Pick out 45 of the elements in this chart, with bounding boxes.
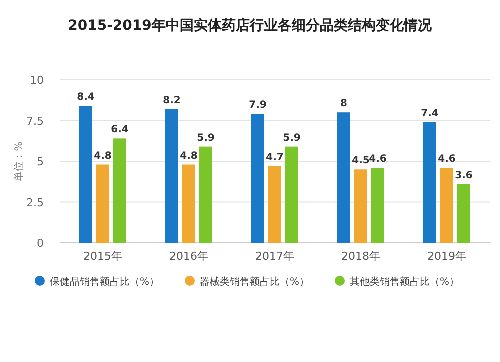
- data-label: 4.8: [94, 150, 112, 162]
- bar: [182, 164, 196, 243]
- legend-label: 保健品销售额占比（%）: [50, 276, 160, 288]
- chart-title: 2015-2019年中国实体药店行业各细分品类结构变化情况: [68, 17, 433, 34]
- y-tick-label: 5: [37, 156, 44, 168]
- bar: [114, 138, 126, 243]
- bar: [372, 168, 384, 243]
- data-label: 5.9: [197, 132, 215, 144]
- data-label: 7.9: [249, 100, 267, 112]
- bar: [338, 112, 350, 243]
- bar: [354, 170, 368, 243]
- bar: [200, 146, 212, 243]
- x-tick-label: 2018年: [342, 250, 380, 263]
- y-tick-label: 7.5: [26, 114, 44, 128]
- x-tick-label: 2019年: [428, 250, 466, 263]
- bar: [440, 168, 454, 243]
- bar: [268, 166, 282, 243]
- x-tick-label: 2016年: [170, 250, 208, 263]
- data-label: 4.6: [369, 154, 387, 166]
- y-tick-label: 10: [30, 74, 44, 87]
- bar: [252, 114, 264, 243]
- bar: [80, 106, 92, 243]
- data-label: 4.5: [352, 156, 370, 167]
- data-label: 7.4: [421, 108, 439, 120]
- data-label: 8.2: [163, 95, 181, 106]
- bar: [458, 184, 470, 243]
- bar: [96, 164, 110, 243]
- x-tick-label: 2015年: [84, 250, 122, 263]
- data-label: 4.8: [180, 150, 198, 162]
- bar: [286, 146, 298, 243]
- data-label: 4.6: [438, 154, 456, 166]
- legend-label: 器械类销售额占比（%）: [200, 276, 310, 288]
- data-label: 5.9: [283, 132, 301, 144]
- y-tick-label: 2.5: [26, 196, 44, 210]
- legend-label: 其他类销售额占比（%）: [350, 276, 460, 288]
- data-label: 3.6: [455, 170, 473, 182]
- y-tick-label: 0: [37, 237, 44, 250]
- x-tick-label: 2017年: [256, 250, 294, 263]
- y-axis-title: 单位：%: [13, 142, 25, 182]
- bar: [166, 109, 178, 243]
- data-label: 8: [340, 98, 348, 110]
- data-label: 6.4: [111, 124, 129, 136]
- data-label: 8.4: [77, 92, 95, 104]
- data-label: 4.7: [266, 152, 284, 164]
- bar: [424, 122, 436, 243]
